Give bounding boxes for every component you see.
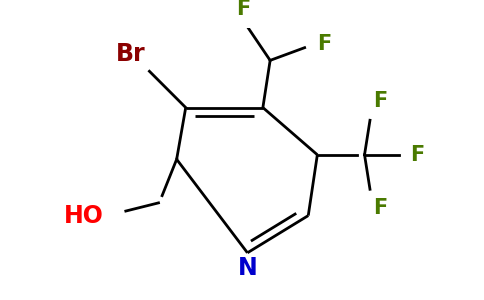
Text: F: F [410,145,424,165]
Text: F: F [374,198,388,218]
Text: F: F [236,0,250,19]
Text: F: F [374,91,388,111]
Text: F: F [318,34,332,54]
Text: HO: HO [64,204,104,228]
Text: N: N [238,256,257,280]
Text: Br: Br [116,42,146,66]
